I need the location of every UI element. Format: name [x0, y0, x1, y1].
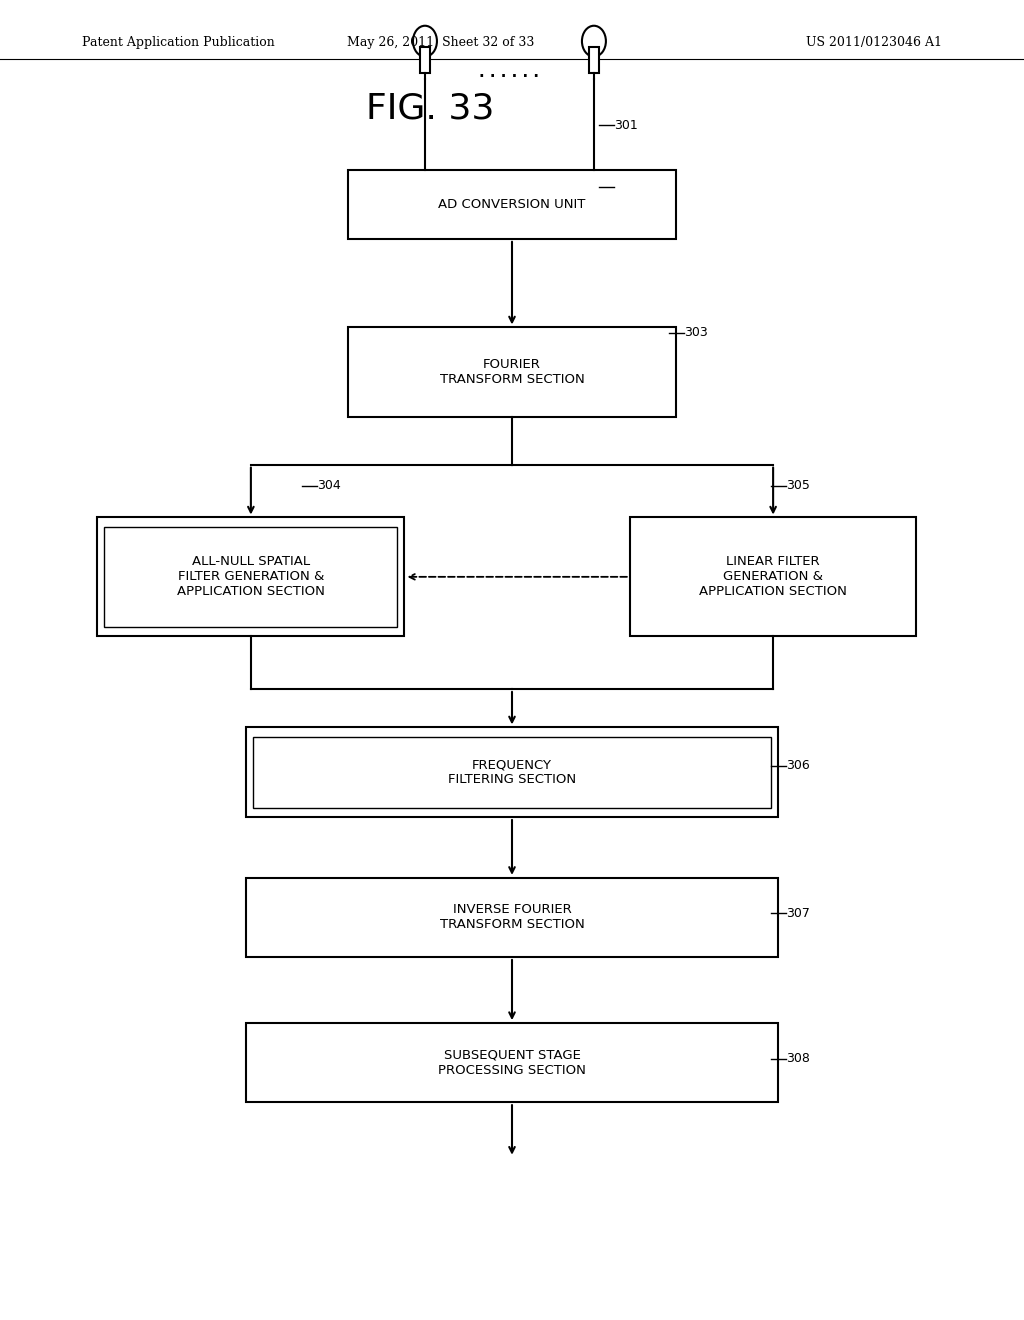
Text: 303: 303	[684, 326, 708, 339]
Text: INVERSE FOURIER
TRANSFORM SECTION: INVERSE FOURIER TRANSFORM SECTION	[439, 903, 585, 932]
Text: FOURIER
TRANSFORM SECTION: FOURIER TRANSFORM SECTION	[439, 358, 585, 387]
Text: 304: 304	[317, 479, 341, 492]
Text: 307: 307	[786, 907, 810, 920]
Text: LINEAR FILTER
GENERATION &
APPLICATION SECTION: LINEAR FILTER GENERATION & APPLICATION S…	[699, 556, 847, 598]
Text: ALL-NULL SPATIAL
FILTER GENERATION &
APPLICATION SECTION: ALL-NULL SPATIAL FILTER GENERATION & APP…	[177, 556, 325, 598]
FancyBboxPatch shape	[589, 48, 599, 74]
Text: SUBSEQUENT STAGE
PROCESSING SECTION: SUBSEQUENT STAGE PROCESSING SECTION	[438, 1048, 586, 1077]
FancyBboxPatch shape	[630, 517, 916, 636]
FancyBboxPatch shape	[348, 170, 676, 239]
Text: 306: 306	[786, 759, 810, 772]
FancyBboxPatch shape	[104, 527, 397, 627]
FancyBboxPatch shape	[97, 517, 404, 636]
Text: 308: 308	[786, 1052, 810, 1065]
Text: Patent Application Publication: Patent Application Publication	[82, 36, 274, 49]
Text: FIG. 33: FIG. 33	[366, 91, 495, 125]
FancyBboxPatch shape	[348, 327, 676, 417]
Text: 301: 301	[614, 119, 638, 132]
FancyBboxPatch shape	[246, 878, 778, 957]
Text: . . . . . .: . . . . . .	[479, 65, 539, 81]
Text: US 2011/0123046 A1: US 2011/0123046 A1	[806, 36, 942, 49]
Text: 305: 305	[786, 479, 810, 492]
Text: May 26, 2011  Sheet 32 of 33: May 26, 2011 Sheet 32 of 33	[347, 36, 534, 49]
Text: 302: 302	[614, 181, 638, 194]
FancyBboxPatch shape	[246, 727, 778, 817]
FancyBboxPatch shape	[253, 737, 771, 808]
FancyBboxPatch shape	[420, 48, 430, 74]
Text: FREQUENCY
FILTERING SECTION: FREQUENCY FILTERING SECTION	[447, 758, 577, 787]
FancyBboxPatch shape	[246, 1023, 778, 1102]
Text: AD CONVERSION UNIT: AD CONVERSION UNIT	[438, 198, 586, 211]
